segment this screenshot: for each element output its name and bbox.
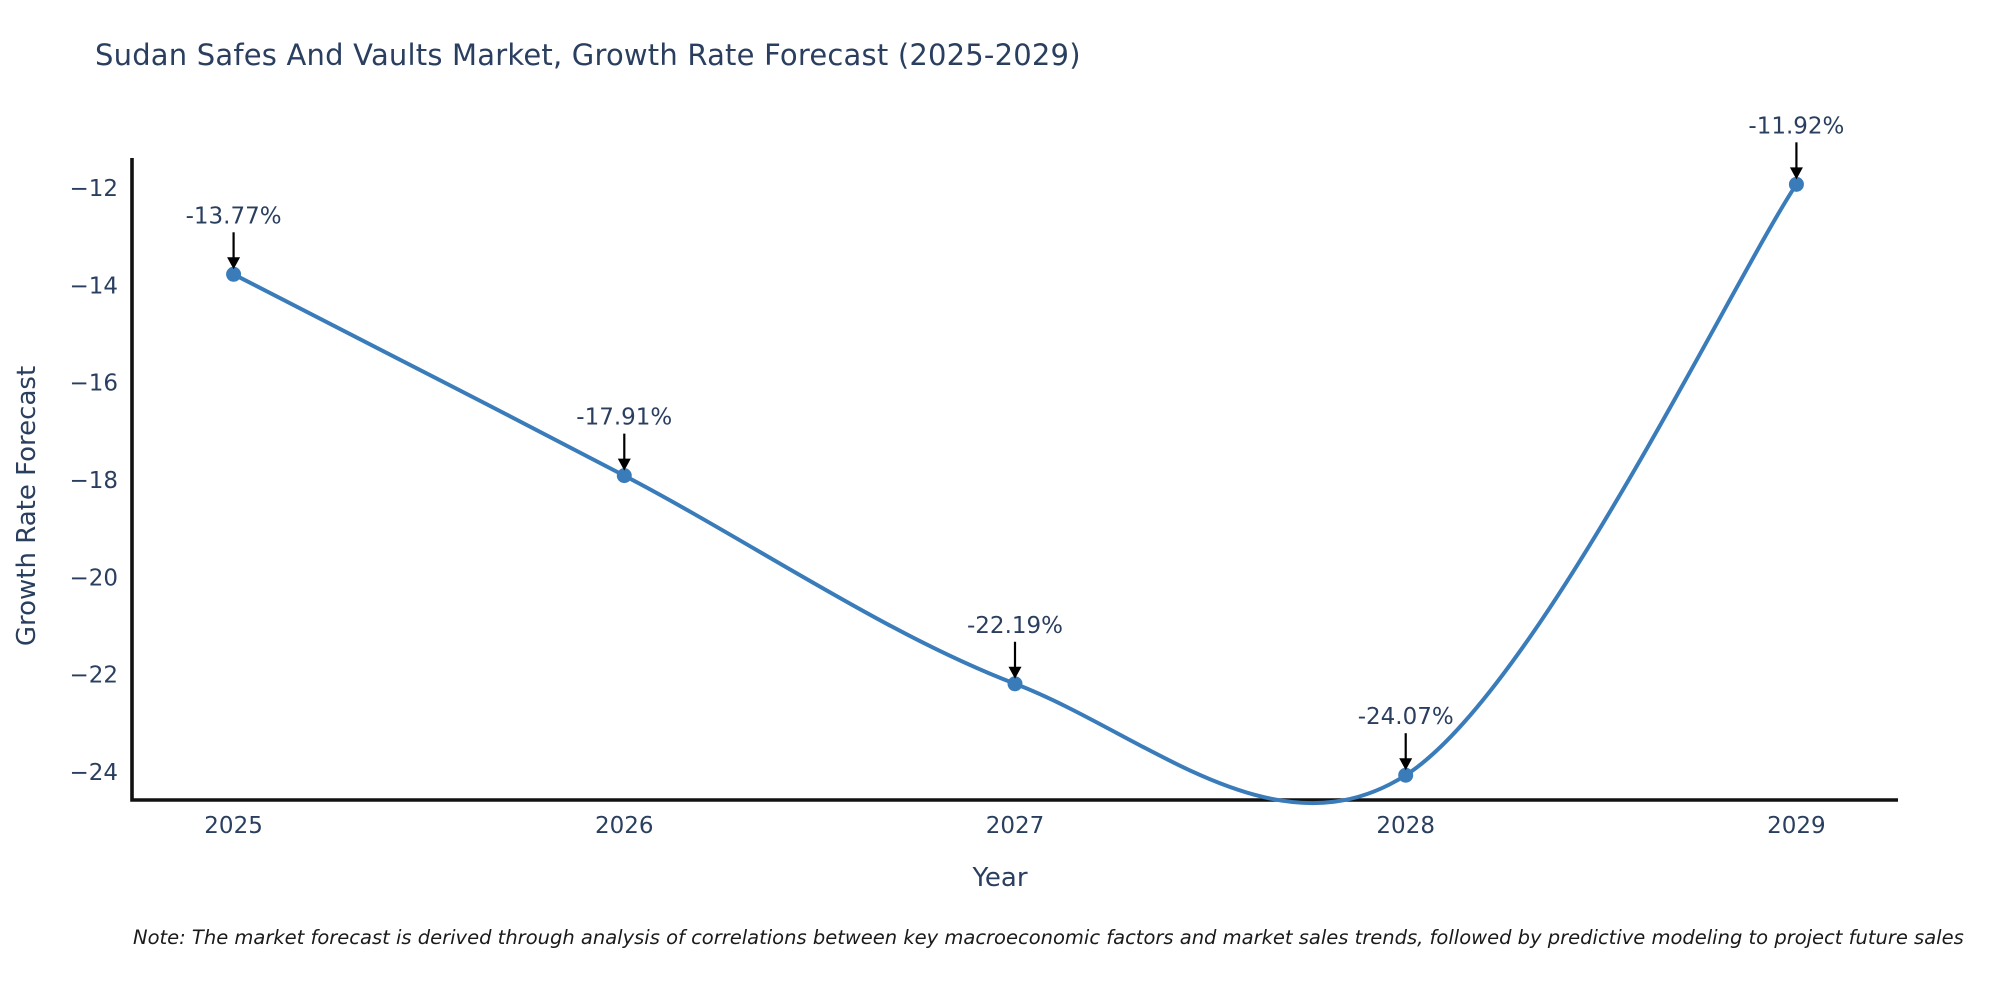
data-point-label: -13.77% — [186, 203, 282, 229]
axis-lines — [130, 158, 1898, 802]
data-point-label: -11.92% — [1748, 113, 1844, 139]
y-tick-label: −16 — [69, 371, 118, 397]
data-point-marker[interactable] — [1788, 176, 1804, 192]
data-point-label: -17.91% — [576, 405, 672, 431]
chart-title: Sudan Safes And Vaults Market, Growth Ra… — [95, 38, 1081, 72]
x-tick-label: 2027 — [986, 813, 1045, 839]
data-point-marker[interactable] — [1398, 767, 1414, 783]
x-tick-label: 2028 — [1376, 813, 1435, 839]
series-line — [232, 183, 1799, 806]
y-tick-label: −18 — [69, 468, 118, 494]
x-tick-label: 2025 — [204, 813, 263, 839]
footnote: Note: The market forecast is derived thr… — [133, 926, 1964, 949]
annotation-arrowhead-icon — [227, 257, 241, 270]
data-point-label: -24.07% — [1358, 704, 1454, 730]
y-tick-label: −14 — [69, 273, 118, 299]
y-tick-label: −20 — [69, 565, 118, 591]
data-point-marker[interactable] — [616, 468, 632, 484]
x-tick-label: 2029 — [1767, 813, 1826, 839]
annotation-arrowhead-icon — [1789, 167, 1803, 180]
y-tick-label: −24 — [69, 760, 118, 786]
annotation-arrowhead-icon — [1399, 758, 1413, 771]
x-axis-title: Year — [972, 863, 1028, 893]
data-point-label: -22.19% — [967, 613, 1063, 639]
y-axis-title: Growth Rate Forecast — [12, 365, 42, 647]
annotation-arrowhead-icon — [617, 458, 631, 471]
y-tick-label: −12 — [69, 176, 118, 202]
data-point-marker[interactable] — [1007, 676, 1023, 692]
x-tick-label: 2026 — [595, 813, 654, 839]
annotation-arrowhead-icon — [1008, 666, 1022, 679]
data-point-marker[interactable] — [226, 266, 242, 282]
y-tick-label: −22 — [69, 663, 118, 689]
